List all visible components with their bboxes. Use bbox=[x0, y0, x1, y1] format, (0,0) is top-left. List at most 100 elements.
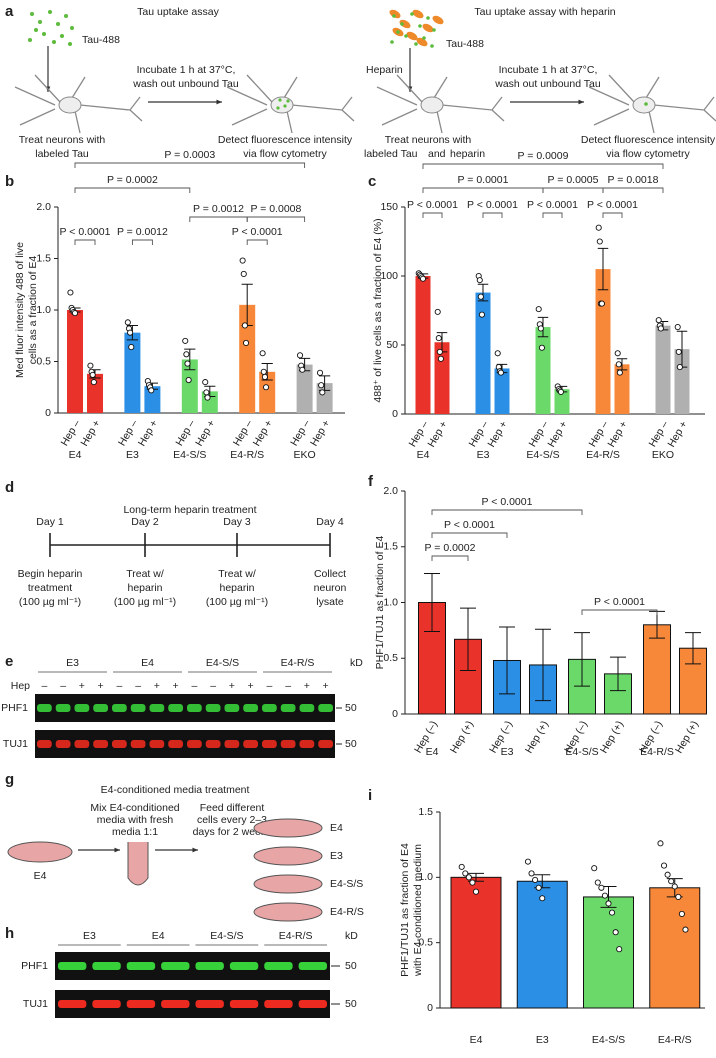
dish bbox=[253, 874, 323, 894]
label: Tau-488 bbox=[82, 34, 120, 46]
blot-band bbox=[168, 704, 183, 712]
y-tick-label: 2.0 bbox=[36, 201, 51, 213]
label: Hep bbox=[11, 680, 30, 692]
tau-dot bbox=[276, 106, 280, 110]
blot-band bbox=[74, 704, 90, 712]
error-bar bbox=[685, 632, 701, 665]
x-tick-label: Hep + bbox=[605, 419, 630, 450]
error-bar bbox=[610, 656, 626, 692]
y-tick-label: 100 bbox=[380, 270, 398, 282]
group-label: E4 bbox=[470, 1034, 483, 1046]
significance-bracket bbox=[431, 509, 583, 515]
data-point bbox=[537, 325, 544, 332]
significance-bracket bbox=[131, 239, 153, 245]
data-point bbox=[535, 306, 542, 313]
neuron-body bbox=[420, 96, 444, 114]
blot-band bbox=[92, 962, 121, 970]
label: + bbox=[173, 680, 179, 692]
label: E3 bbox=[66, 657, 79, 669]
data-point bbox=[668, 878, 675, 885]
label: – bbox=[266, 680, 272, 692]
data-point bbox=[538, 344, 545, 351]
data-point bbox=[614, 350, 621, 357]
label: heparin bbox=[219, 582, 254, 594]
tau-dot bbox=[68, 42, 72, 46]
label: E4-S/S bbox=[210, 930, 243, 942]
error-bar bbox=[616, 358, 628, 371]
blot-band bbox=[229, 962, 259, 970]
label: Day 2 bbox=[131, 516, 159, 528]
data-point bbox=[87, 362, 94, 369]
group-label: E4-S/S bbox=[592, 1034, 625, 1046]
tau-dot bbox=[64, 14, 68, 18]
significance-bracket bbox=[74, 162, 306, 168]
group-label: E4 bbox=[426, 746, 439, 758]
p-value: P < 0.0001 bbox=[482, 496, 533, 508]
data-point bbox=[616, 369, 623, 376]
y-tick-label: 1.5 bbox=[36, 252, 51, 264]
tau-dot bbox=[432, 28, 436, 32]
data-point bbox=[478, 311, 485, 318]
tau-dot bbox=[392, 14, 396, 18]
tau-dot bbox=[418, 24, 422, 28]
data-point bbox=[469, 879, 476, 886]
data-point bbox=[89, 371, 96, 378]
p-value: P < 0.0001 bbox=[527, 199, 578, 211]
label: Day 3 bbox=[223, 516, 251, 528]
panel-letter: d bbox=[5, 479, 14, 496]
label: + bbox=[248, 680, 254, 692]
bar bbox=[494, 368, 510, 414]
group-label: E4-R/S bbox=[230, 449, 264, 461]
tau-dot bbox=[400, 22, 404, 26]
bar bbox=[450, 876, 502, 1009]
tau-dot bbox=[410, 12, 414, 16]
label: + bbox=[154, 680, 160, 692]
bar bbox=[554, 389, 570, 414]
label: Tau uptake assay bbox=[137, 6, 219, 18]
tau-dot bbox=[70, 26, 74, 30]
x-tick-label: Hep (+) bbox=[523, 719, 551, 756]
label: 50 bbox=[345, 702, 357, 714]
label: – bbox=[285, 680, 291, 692]
data-point bbox=[612, 929, 619, 936]
group-label: E4 bbox=[417, 449, 430, 461]
blot-band bbox=[243, 740, 258, 748]
data-point bbox=[128, 344, 135, 351]
label: E4-S/S bbox=[330, 878, 363, 890]
label: wash out unbound Tau bbox=[494, 78, 601, 90]
y-tick-label: 50 bbox=[386, 339, 398, 351]
error-bar bbox=[499, 626, 515, 695]
x-tick-label: Hep + bbox=[485, 419, 510, 450]
label: Day 4 bbox=[316, 516, 344, 528]
error-bar bbox=[424, 573, 440, 632]
tau-dot bbox=[42, 32, 46, 36]
label: E4-R/S bbox=[279, 930, 313, 942]
heparin-blob bbox=[416, 37, 428, 47]
tau-dot bbox=[278, 98, 282, 102]
panel-letter: h bbox=[5, 925, 14, 942]
y-axis-label: PHF1/TUJ1 as fraction of E4 bbox=[399, 843, 411, 977]
arrow-head bbox=[216, 99, 222, 105]
blot-band bbox=[318, 740, 333, 748]
data-point bbox=[124, 319, 131, 326]
panel-letter: e bbox=[5, 653, 13, 670]
bar bbox=[239, 304, 256, 413]
p-value: P = 0.0003 bbox=[164, 149, 215, 161]
label: Mix E4-conditioned bbox=[90, 802, 179, 814]
significance-bracket bbox=[74, 187, 191, 193]
blot-band bbox=[262, 740, 277, 748]
label: Detect fluorescence intensity bbox=[218, 134, 353, 146]
data-point bbox=[90, 379, 97, 386]
tau-dot bbox=[396, 30, 400, 34]
x-tick-label: Hep + bbox=[665, 419, 690, 450]
bar bbox=[516, 880, 568, 1009]
neuron-process bbox=[376, 74, 505, 134]
bar bbox=[296, 364, 313, 413]
blot-band bbox=[205, 740, 221, 748]
data-point bbox=[316, 369, 324, 376]
blot-band bbox=[161, 962, 190, 970]
blot-band bbox=[224, 740, 240, 748]
data-point bbox=[240, 270, 247, 278]
dish bbox=[253, 902, 323, 922]
label: E3 bbox=[83, 930, 96, 942]
